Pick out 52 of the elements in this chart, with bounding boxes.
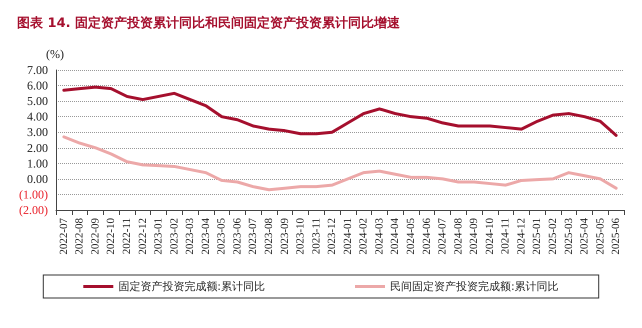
x-tick-label: 2023-07 [247,218,260,255]
x-tick-label: 2023-03 [184,218,196,255]
chart-title: 图表 14. 固定资产投资累计同比和民间固定资产投资累计同比增速 [17,15,402,31]
x-tick-label: 2024-01 [342,218,354,255]
x-tick-label: 2023-01 [152,218,165,255]
x-tick-label: 2024-11 [500,218,512,254]
y-tick-label: 3.00 [27,125,48,140]
legend-label: 民间固定资产投资完成额:累计同比 [390,280,559,293]
x-tick-label: 2025-05 [594,218,606,255]
x-tick-label: 2023-11 [310,218,322,254]
y-tick-label: 2.00 [27,140,48,155]
x-tick-label: 2024-02 [358,218,370,255]
x-tick-label: 2024-05 [405,218,417,255]
x-tick-label: 2023-10 [294,218,307,255]
line-series [62,86,618,137]
legend-label: 固定资产投资完成额:累计同比 [118,280,266,293]
x-tick-label: 2023-12 [326,218,338,255]
x-tick-label: 2025-03 [562,218,575,255]
x-tick-label: 2023-06 [231,218,244,255]
line-series [62,135,618,192]
x-tick-label: 2024-04 [389,218,402,255]
y-tick-label: 1.00 [27,156,48,170]
x-tick-label: 2023-09 [278,218,291,255]
x-tick-label: 2022-12 [136,218,149,255]
y-tick-label: (2.00) [19,203,48,217]
y-tick-label: 0.00 [27,172,48,186]
x-tick-label: 2024-07 [436,218,449,255]
y-axis-title: (%) [46,47,64,61]
y-tick-label: 7.00 [27,63,48,77]
x-tick-label: 2024-10 [484,218,496,255]
x-tick-label: 2025-02 [547,218,559,255]
y-tick-label: 6.00 [27,78,48,93]
y-tick-label: 4.00 [27,110,48,124]
x-tick-label: 2023-04 [200,218,212,255]
x-tick-label: 2025-06 [610,218,622,255]
x-tick-label: 2024-09 [468,218,480,255]
x-tick-label: 2025-01 [531,218,544,255]
x-tick-label: 2024-08 [452,218,464,255]
x-tick-label: 2023-02 [168,218,180,255]
x-tick-label: 2024-03 [373,218,386,255]
y-tick-label: (1.00) [19,187,48,202]
x-tick-label: 2025-04 [578,218,591,255]
x-tick-label: 2023-08 [263,218,275,255]
x-tick-label: 2022-10 [105,218,118,255]
x-tick-label: 2022-08 [74,218,86,255]
x-tick-label: 2023-05 [216,218,228,255]
x-tick-label: 2022-11 [121,218,133,254]
x-tick-label: 2022-07 [58,218,70,255]
x-tick-label: 2024-12 [515,218,528,255]
x-tick-label: 2024-06 [420,218,433,255]
y-tick-label: 5.00 [27,94,48,108]
x-tick-label: 2022-09 [89,218,102,255]
